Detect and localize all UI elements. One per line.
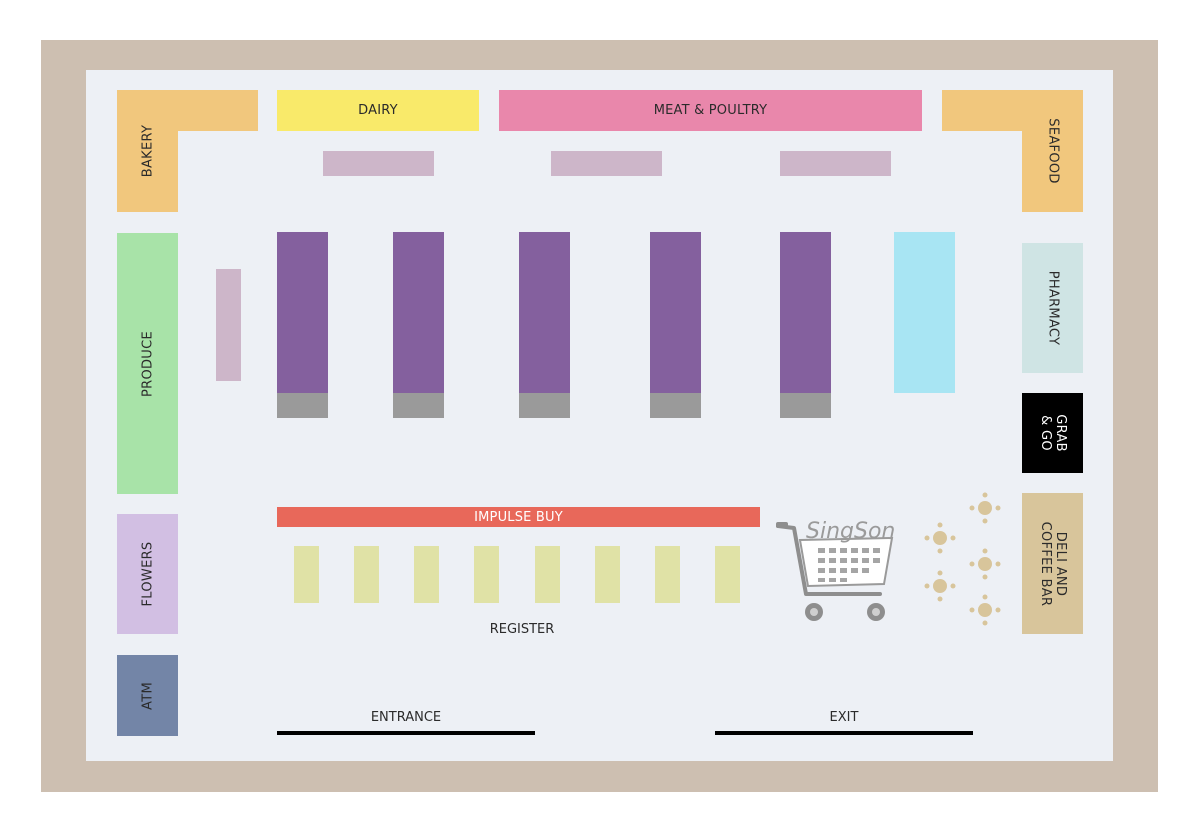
- aisle-endcap: [780, 393, 831, 418]
- register-counter[interactable]: [655, 546, 680, 603]
- register-counter[interactable]: [535, 546, 560, 603]
- bakery-section[interactable]: BAKERY: [117, 90, 178, 212]
- register-counter[interactable]: [294, 546, 319, 603]
- deli-coffee-bar-section[interactable]: DELI AND COFFEE BAR: [1022, 493, 1083, 634]
- atm-section[interactable]: ATM: [117, 655, 178, 736]
- produce-label: PRODUCE: [140, 330, 155, 397]
- register-counter[interactable]: [354, 546, 379, 603]
- store-floor: [86, 70, 1113, 761]
- exit-label: EXIT: [829, 710, 859, 725]
- aisle-endcap: [393, 393, 444, 418]
- cooler-case: [894, 232, 955, 393]
- register-counter[interactable]: [474, 546, 499, 603]
- meat-poultry-section[interactable]: MEAT & POULTRY: [499, 90, 922, 131]
- aisle-endcap: [650, 393, 701, 418]
- produce-section[interactable]: PRODUCE: [117, 233, 178, 494]
- cafe-table: [924, 522, 956, 554]
- logo-text: SingSong: [806, 519, 896, 544]
- deli-coffee-bar-label: DELI AND COFFEE BAR: [1037, 521, 1068, 606]
- grab-and-go-label: GRAB & GO: [1037, 414, 1068, 452]
- impulse-buy-label: IMPULSE BUY: [474, 509, 563, 525]
- aisle-endcap: [277, 393, 328, 418]
- cafe-table: [924, 570, 956, 602]
- cafe-table: [969, 492, 1001, 524]
- atm-label: ATM: [140, 681, 155, 710]
- dairy-label: DAIRY: [358, 103, 398, 118]
- bakery-label: BAKERY: [140, 124, 155, 178]
- produce-display-shelf: [216, 269, 241, 381]
- aisle-shelf[interactable]: [519, 232, 570, 393]
- aisle-shelf[interactable]: [393, 232, 444, 393]
- register-label: REGISTER: [489, 622, 555, 637]
- aisle-shelf[interactable]: [780, 232, 831, 393]
- shopping-cart-icon: SingSong: [776, 519, 896, 621]
- cafe-table: [969, 594, 1001, 626]
- exit-door[interactable]: [715, 731, 973, 735]
- shelf-unit: [551, 151, 662, 176]
- register-counter[interactable]: [414, 546, 439, 603]
- aisle-endcap: [519, 393, 570, 418]
- register-counter[interactable]: [595, 546, 620, 603]
- pharmacy-label: PHARMACY: [1045, 270, 1060, 346]
- register-counter[interactable]: [715, 546, 740, 603]
- impulse-buy-section[interactable]: IMPULSE BUY: [277, 507, 760, 527]
- shelf-unit: [780, 151, 891, 176]
- shelf-unit: [323, 151, 434, 176]
- entrance-door[interactable]: [277, 731, 535, 735]
- cafe-table: [969, 548, 1001, 580]
- pharmacy-section[interactable]: PHARMACY: [1022, 243, 1083, 373]
- cafe-tables: [924, 492, 1001, 626]
- aisle-shelf[interactable]: [277, 232, 328, 393]
- dairy-section[interactable]: DAIRY: [277, 90, 479, 131]
- flowers-section[interactable]: FLOWERS: [117, 514, 178, 634]
- seafood-section[interactable]: SEAFOOD: [1022, 90, 1083, 212]
- grab-and-go-section[interactable]: GRAB & GO: [1022, 393, 1083, 473]
- entrance-label: ENTRANCE: [370, 710, 442, 725]
- flowers-label: FLOWERS: [140, 541, 155, 607]
- aisle-shelf[interactable]: [650, 232, 701, 393]
- seafood-label: SEAFOOD: [1045, 118, 1060, 184]
- meat-poultry-label: MEAT & POULTRY: [653, 103, 768, 118]
